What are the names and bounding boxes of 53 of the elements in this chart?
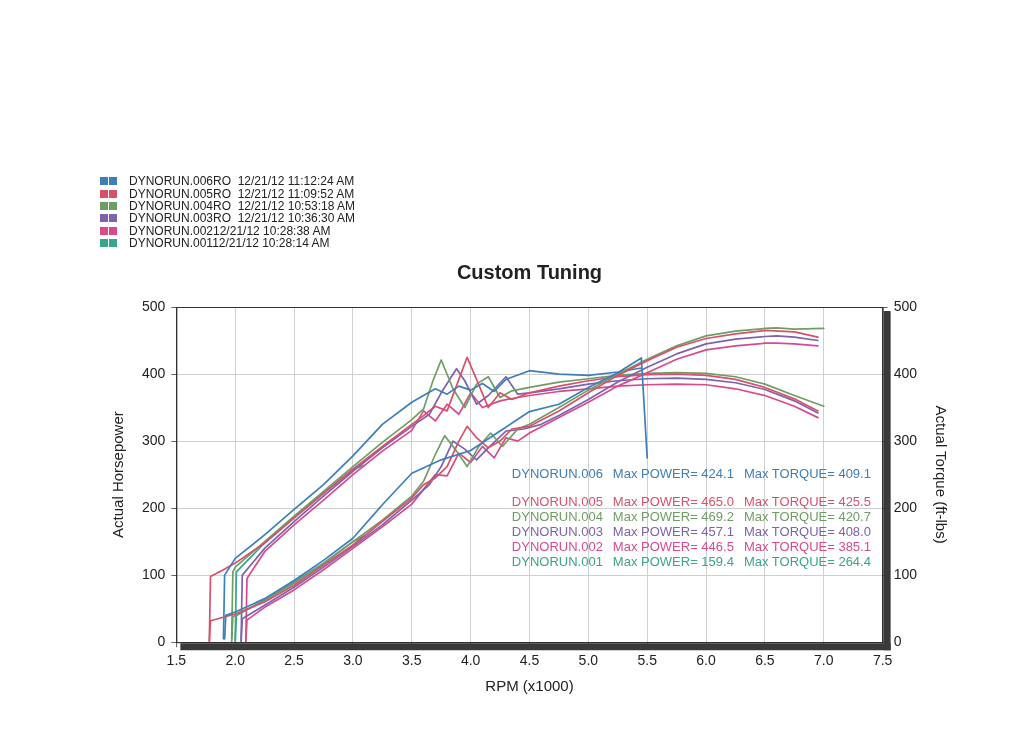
legend-label: DYNORUN.005RO 12/21/12 11:09:52 AM xyxy=(129,186,355,201)
annotation: Max TORQUE= 409.1 xyxy=(743,466,871,482)
annotation: Max TORQUE= 408.0 xyxy=(743,524,871,540)
annotation: DYNORUN.005 xyxy=(511,494,603,510)
annotation: Max POWER= 446.5 xyxy=(612,539,734,555)
annotation: Max TORQUE= 264.4 xyxy=(743,554,871,570)
y2-tick-label: 500 xyxy=(893,297,918,314)
y2-tick-label: 300 xyxy=(893,431,918,448)
y2-tick-label: 400 xyxy=(893,364,918,381)
annotation: Max POWER= 457.1 xyxy=(612,524,734,540)
x-tick-label: 3.0 xyxy=(343,652,363,669)
annotation: DYNORUN.003 xyxy=(511,524,603,540)
annotation: DYNORUN.002 xyxy=(511,539,603,555)
legend-label: DYNORUN.00112/21/12 10:28:14 AM xyxy=(129,236,330,251)
x-tick-label: 7.5 xyxy=(872,652,893,669)
chart-title: Custom Tuning xyxy=(456,260,603,283)
annotation: Max POWER= 424.1 xyxy=(612,466,734,482)
annotation: Max TORQUE= 385.1 xyxy=(743,539,871,555)
legend-label: DYNORUN.006RO 12/21/12 11:12:24 AM xyxy=(129,174,355,189)
x-tick-label: 6.5 xyxy=(755,652,775,669)
x-tick-label: 5.0 xyxy=(578,652,599,669)
y-axis-title: Actual Horsepower xyxy=(109,411,127,538)
annotation: Max POWER= 159.4 xyxy=(612,554,734,570)
y-tick-label: 400 xyxy=(142,364,166,381)
y-tick-label: 100 xyxy=(142,566,166,583)
x-tick-label: 2.0 xyxy=(225,652,246,669)
legend-label: DYNORUN.004RO 12/21/12 10:53:18 AM xyxy=(129,198,356,213)
x-tick-label: 1.5 xyxy=(166,652,187,669)
y2-tick-label: 100 xyxy=(893,566,918,583)
x-tick-label: 4.0 xyxy=(460,652,481,669)
y-tick-label: 500 xyxy=(142,297,166,314)
x-tick-label: 2.5 xyxy=(284,652,305,669)
annotation: DYNORUN.001 xyxy=(511,554,603,570)
x-tick-label: 6.0 xyxy=(696,652,717,669)
y2-tick-label: 0 xyxy=(893,633,902,650)
y-tick-label: 0 xyxy=(157,633,166,650)
y2-axis-title: Actual Torque (ft-lbs) xyxy=(932,405,950,544)
annotation: DYNORUN.006 xyxy=(511,466,603,482)
x-axis-title: RPM (x1000) xyxy=(485,677,574,695)
annotation: Max POWER= 469.2 xyxy=(612,509,734,525)
annotation: Max TORQUE= 420.7 xyxy=(743,509,871,525)
y-tick-label: 200 xyxy=(142,498,166,515)
annotation: Max POWER= 465.0 xyxy=(612,494,734,510)
y-tick-label: 300 xyxy=(142,431,166,448)
x-tick-label: 7.0 xyxy=(814,652,834,669)
y2-tick-label: 200 xyxy=(893,498,918,515)
x-tick-label: 4.5 xyxy=(519,652,540,669)
legend-label: DYNORUN.00212/21/12 10:28:38 AM xyxy=(129,223,331,238)
annotation: Max TORQUE= 425.5 xyxy=(743,494,871,510)
x-tick-label: 5.5 xyxy=(637,652,658,669)
x-tick-label: 3.5 xyxy=(402,652,422,669)
legend-label: DYNORUN.003RO 12/21/12 10:36:30 AM xyxy=(129,211,356,226)
annotation: DYNORUN.004 xyxy=(511,509,603,525)
